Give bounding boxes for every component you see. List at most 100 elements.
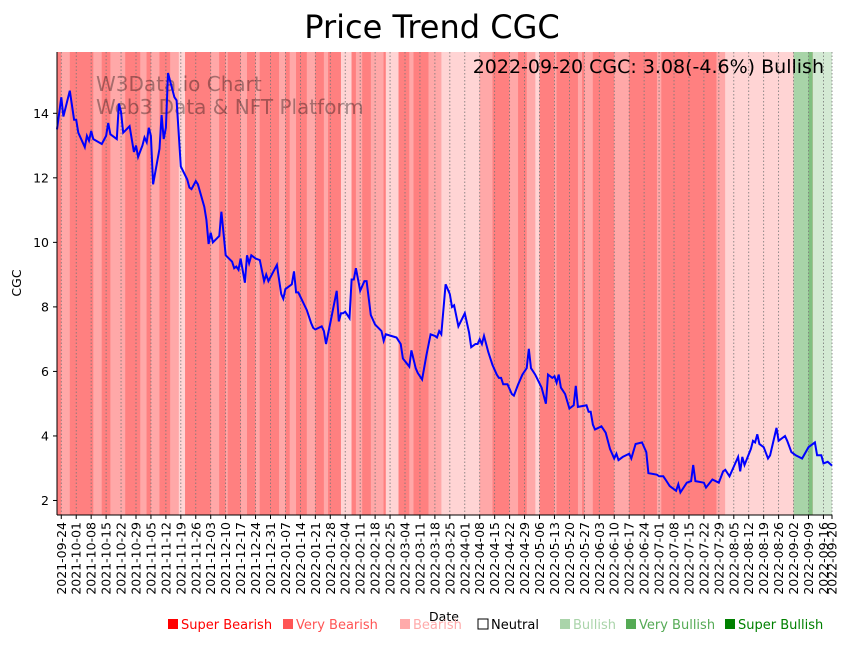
x-tick-label: 2022-01-07 [278, 522, 293, 595]
x-tick-label: 2022-07-08 [667, 522, 682, 595]
legend-swatch [168, 619, 178, 629]
sentiment-band-bearish [554, 52, 557, 515]
x-tick-label: 2022-04-01 [457, 522, 472, 595]
sentiment-band-very-bearish [383, 52, 386, 515]
legend-swatch [477, 618, 489, 630]
vertical-gridlines [60, 52, 833, 515]
x-tick-label: 2022-06-17 [622, 522, 637, 595]
sentiment-band-very-bearish [582, 52, 585, 515]
x-tick-label: 2022-02-11 [353, 522, 368, 595]
x-tick-label: 2022-03-25 [442, 522, 457, 595]
sentiment-band-bearish [255, 52, 260, 515]
x-tick-label: 2022-05-20 [562, 522, 577, 595]
y-tick-label: 14 [33, 106, 49, 121]
x-tick-label: 2022-04-08 [472, 522, 487, 595]
x-tick-label: 2022-09-09 [801, 522, 816, 595]
sentiment-band-mild [535, 52, 540, 515]
legend-swatch [400, 619, 410, 629]
x-tick-label: 2022-06-03 [592, 522, 607, 595]
sentiment-band-bearish [323, 52, 329, 515]
sentiment-band-bearish [370, 52, 384, 515]
sentiment-band-very-bearish [592, 52, 615, 515]
sentiment-bands [57, 52, 832, 515]
sentiment-band-bearish [428, 52, 438, 515]
x-tick-label: 2022-06-24 [637, 522, 652, 595]
sentiment-band-bearish [140, 52, 147, 515]
x-tick-label: 2022-02-25 [383, 522, 398, 595]
x-tick-label: 2021-12-24 [248, 522, 263, 595]
x-tick-label: 2021-11-26 [188, 522, 203, 595]
x-tick-label: 2021-10-01 [69, 522, 84, 595]
y-tick-label: 8 [41, 299, 49, 314]
sentiment-band-bearish [93, 52, 102, 515]
price-annotation: 2022-09-20 CGC: 3.08(-4.6%) Bullish [473, 56, 824, 78]
x-tick-label: 2022-08-26 [771, 522, 786, 595]
x-tick-label: 2022-07-15 [681, 522, 696, 595]
x-tick-label: 2022-06-10 [607, 522, 622, 595]
y-tick-label: 12 [33, 170, 49, 185]
sentiment-band-bearish [306, 52, 316, 515]
sentiment-band-bearish [437, 52, 442, 515]
x-tick-label: 2022-07-29 [711, 522, 726, 595]
axes [56, 52, 832, 516]
sentiment-band-bearish [150, 52, 160, 515]
sentiment-band-mild [441, 52, 480, 515]
sentiment-band-bullish [793, 52, 809, 515]
x-tick-label: 2022-09-20 [825, 522, 840, 595]
y-tick-label: 6 [41, 364, 49, 379]
x-tick-label: 2021-11-12 [158, 522, 173, 595]
x-tick-label: 2022-02-04 [338, 522, 353, 595]
sentiment-band-very-bearish [185, 52, 211, 515]
legend-swatch [560, 619, 570, 629]
legend-swatch [626, 619, 636, 629]
y-ticks: 2 4 6 8 10 12 14 [33, 106, 57, 508]
sentiment-band-very-bearish [351, 52, 356, 515]
sentiment-band-very-bearish [159, 52, 171, 515]
sentiment-band-very-bearish [315, 52, 324, 515]
sentiment-band-bearish [509, 52, 519, 515]
sentiment-band-very-bearish [556, 52, 578, 515]
x-tick-label: 2021-10-08 [84, 522, 99, 595]
x-ticks: 2021-09-24 2021-10-01 2021-10-08 2021-10-15… [54, 515, 840, 595]
sentiment-band-very-bearish [259, 52, 280, 515]
x-tick-label: 2021-12-31 [263, 522, 278, 595]
x-tick-label: 2022-08-05 [726, 522, 741, 595]
sentiment-band-mild [340, 52, 352, 515]
x-tick-label: 2022-04-22 [502, 522, 517, 595]
sentiment-band-bearish [584, 52, 593, 515]
legend-swatch [725, 619, 735, 629]
sentiment-band-mild [178, 52, 186, 515]
x-tick-label: 2022-04-15 [487, 522, 502, 595]
sentiment-band-very-bearish [227, 52, 241, 515]
sentiment-band-very-bearish [219, 52, 226, 515]
sentiment-band-very-bearish [398, 52, 410, 515]
sentiment-band-bearish [170, 52, 179, 515]
sentiment-band-bearish [210, 52, 220, 515]
x-tick-label: 2022-05-13 [547, 522, 562, 595]
sentiment-band-very-bearish [518, 52, 527, 515]
sentiment-band-bearish [409, 52, 414, 515]
x-tick-label: 2022-01-21 [308, 522, 323, 595]
x-tick-label: 2021-12-10 [218, 522, 233, 595]
y-axis-label: CGC [9, 269, 24, 296]
sentiment-band-bearish [526, 52, 536, 515]
x-tick-label: 2022-03-04 [398, 522, 413, 595]
sentiment-band-bearish [110, 52, 126, 515]
legend: Super Bearish Very Bearish Bearish Neutral B… [168, 618, 823, 633]
x-tick-label: 2022-07-22 [696, 522, 711, 595]
x-tick-label: 2022-03-11 [412, 522, 427, 595]
sentiment-band-bearish [614, 52, 630, 515]
y-tick-label: 2 [41, 493, 49, 508]
x-tick-label: 2021-12-03 [203, 522, 218, 595]
sentiment-band-very-bearish [285, 52, 290, 515]
legend-label: Bearish [413, 618, 462, 633]
sentiment-band-bearish [225, 52, 228, 515]
sentiment-band-bearish [279, 52, 286, 515]
sentiment-band-very-bearish [86, 52, 94, 515]
sentiment-band-very-bearish [328, 52, 341, 515]
y-tick-label: 10 [33, 235, 49, 250]
sentiment-band-very-bearish [492, 52, 510, 515]
x-tick-label: 2022-05-27 [577, 522, 592, 595]
sentiment-band-bearish [479, 52, 493, 515]
legend-label: Super Bullish [738, 618, 823, 633]
